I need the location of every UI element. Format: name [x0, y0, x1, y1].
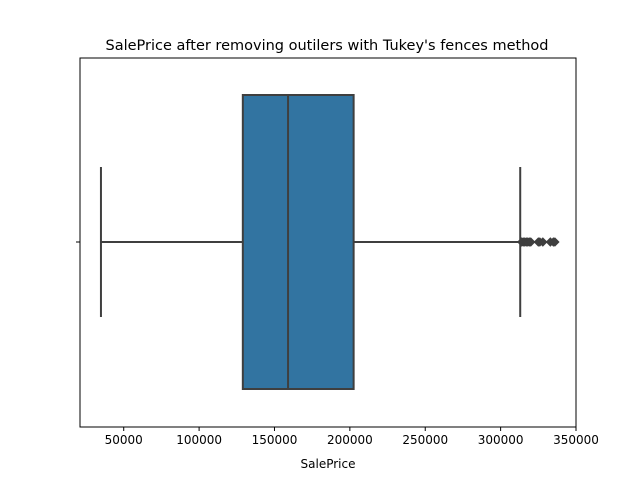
chart-title: SalePrice after removing outilers with T…	[106, 38, 549, 54]
x-tick-label: 350000	[553, 433, 599, 447]
x-tick-label: 250000	[402, 433, 448, 447]
x-tick-label: 150000	[252, 433, 298, 447]
plot-layer	[99, 94, 560, 390]
x-tick-label: 200000	[327, 433, 373, 447]
x-tick-label: 50000	[105, 433, 143, 447]
x-axis: 50000 100000 150000 200000 250000 300000 35000…	[105, 427, 599, 447]
x-tick-label: 100000	[176, 433, 222, 447]
outlier-point	[550, 237, 560, 247]
x-axis-label: SalePrice	[301, 457, 356, 471]
box-iqr	[241, 94, 355, 390]
x-tick-label: 300000	[478, 433, 524, 447]
